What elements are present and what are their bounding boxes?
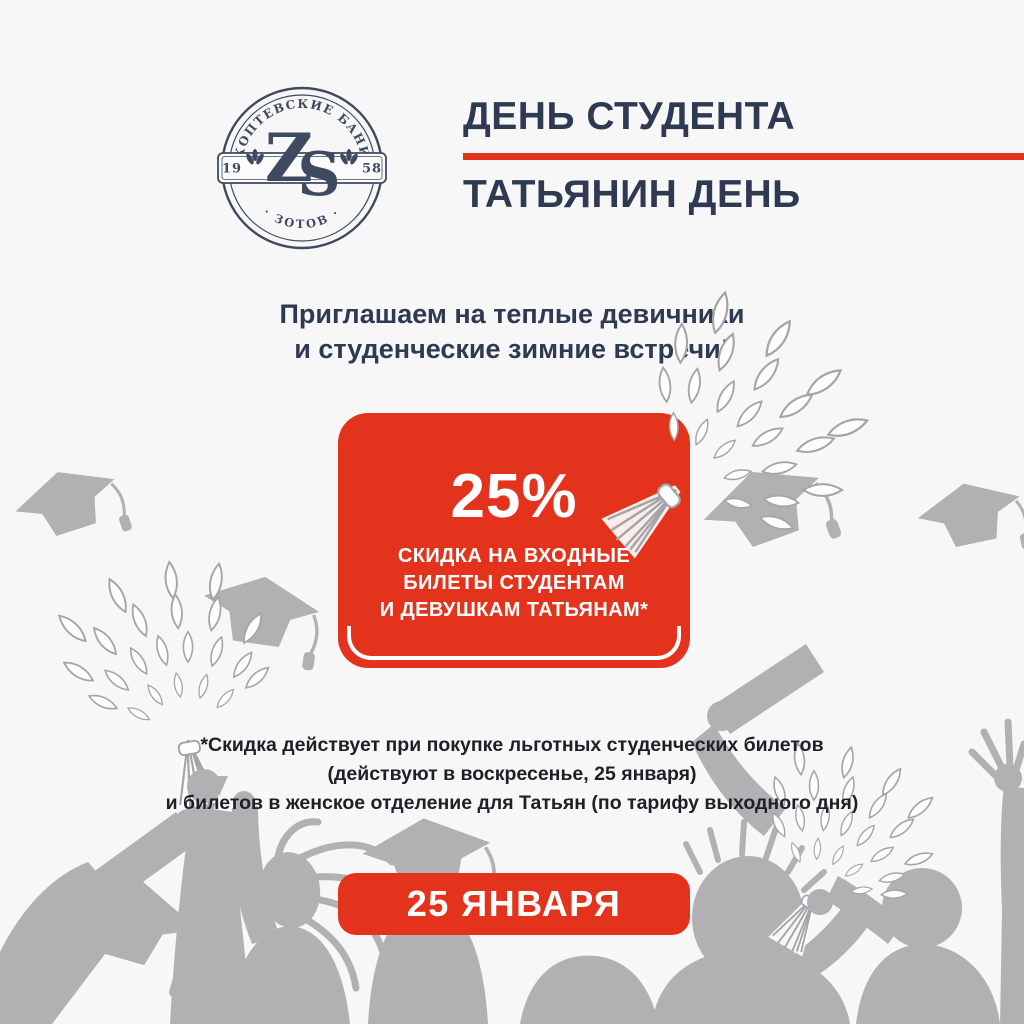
held-graduation-caps (45, 811, 500, 999)
spread-fingers (968, 718, 1024, 780)
date-badge: 25 ЯНВАРЯ (338, 873, 690, 935)
wheat-sprig-icon (246, 149, 264, 165)
intro-line: и студенческие зимние встречи! (294, 334, 730, 364)
discount-description-line: СКИДКА НА ВХОДНЫЕ (397, 545, 631, 567)
hand-holding-bouquet (807, 889, 833, 915)
intro-line: Приглашаем на теплые девичники (279, 299, 745, 329)
brand-logo: КОПТЕВСКИЕ БАНИ · ЗОТОВ · 19 58 Z S (217, 86, 387, 250)
title-student-day: ДЕНЬ СТУДЕНТА (463, 95, 796, 138)
disclaimer-line: (действуют в воскресенье, 25 января) (327, 763, 697, 785)
graduation-cap-icon (693, 449, 844, 580)
discount-description: СКИДКА НА ВХОДНЫЕ БИЛЕТЫ СТУДЕНТАМ И ДЕВ… (338, 543, 690, 624)
red-divider (463, 153, 1024, 160)
graduation-cap-icon (912, 471, 1024, 571)
logo-monogram-s: S (297, 140, 340, 210)
header: ДЕНЬ СТУДЕНТА ТАТЬЯНИН ДЕНЬ (463, 94, 1024, 218)
intro-text: Приглашаем на теплые девичники и студенч… (0, 297, 1024, 367)
wheat-sprig-icon (340, 149, 358, 165)
messy-hair-strokes (683, 819, 827, 893)
discount-description-line: И ДЕВУШКАМ ТАТЬЯНАМ* (379, 599, 649, 621)
disclaimer-line: и билетов в женское отделение для Татьян… (165, 792, 859, 814)
hand-holding-bouquet (187, 769, 221, 803)
logo-year-left: 19 (222, 162, 242, 177)
discount-description-line: БИЛЕТЫ СТУДЕНТАМ (403, 572, 625, 594)
date-badge-label: 25 ЯНВАРЯ (406, 883, 622, 924)
disclaimer-text: *Скидка действует при покупке льготных с… (0, 731, 1024, 818)
logo-monogram-z: Z (265, 119, 313, 197)
logo-year-right: 58 (362, 162, 382, 177)
graduation-cap-icon (7, 454, 134, 563)
title-tatiana-day: ТАТЬЯНИН ДЕНЬ (463, 173, 801, 216)
discount-value: 25% (450, 462, 578, 531)
discount-offer-card: 25% СКИДКА НА ВХОДНЫЕ БИЛЕТЫ СТУДЕНТАМ И… (338, 413, 690, 668)
disclaimer-line: *Скидка действует при покупке льготных с… (200, 734, 824, 756)
